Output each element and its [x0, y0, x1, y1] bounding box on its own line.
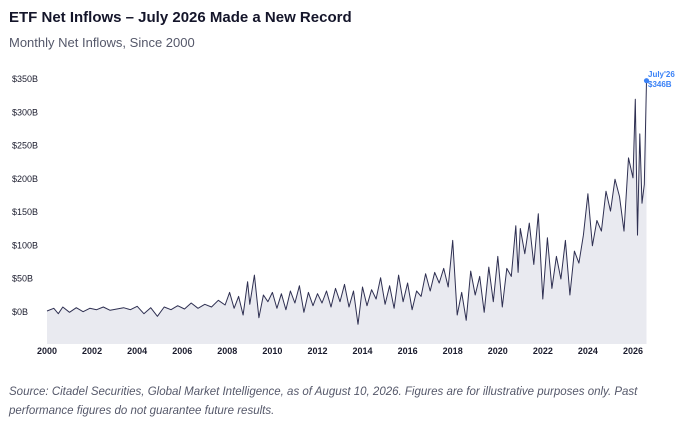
y-tick-label: $0B — [12, 307, 28, 317]
y-tick-label: $200B — [12, 174, 38, 184]
inflow-line — [46, 80, 647, 325]
inflow-area — [47, 80, 647, 344]
x-tick-label: 2002 — [82, 346, 102, 356]
y-tick-label: $350B — [12, 74, 38, 84]
x-tick-label: 2008 — [217, 346, 237, 356]
x-tick-label: 2010 — [262, 346, 282, 356]
annotation-value: $346B — [648, 80, 672, 89]
record-point — [643, 78, 650, 84]
x-tick-label: 2026 — [623, 346, 643, 356]
y-tick-label: $250B — [12, 141, 38, 151]
x-tick-label: 2004 — [127, 346, 147, 356]
x-tick-label: 2016 — [398, 346, 418, 356]
y-tick-label: $50B — [12, 274, 33, 284]
x-tick-label: 2020 — [488, 346, 508, 356]
y-tick-label: $300B — [12, 107, 38, 117]
x-tick-label: 2024 — [578, 346, 598, 356]
source-note: Source: Citadel Securities, Global Marke… — [9, 386, 638, 417]
y-tick-label: $100B — [12, 240, 38, 250]
etf-inflows-chart: $0B $50B $100B $150B $200B $250B $300B $350B 200… — [12, 70, 675, 356]
x-tick-label: 2018 — [443, 346, 463, 356]
x-tick-label: 2000 — [37, 346, 57, 356]
annotation-month: July'26 — [648, 70, 675, 79]
x-tick-label: 2014 — [353, 346, 373, 356]
y-tick-label: $150B — [12, 207, 38, 217]
chart-title: ETF Net Inflows – July 2026 Made a New R… — [9, 9, 352, 26]
x-tick-label: 2022 — [533, 346, 553, 356]
chart-subtitle: Monthly Net Inflows, Since 2000 — [9, 35, 195, 50]
x-tick-label: 2006 — [172, 346, 192, 356]
x-tick-label: 2012 — [307, 346, 327, 356]
